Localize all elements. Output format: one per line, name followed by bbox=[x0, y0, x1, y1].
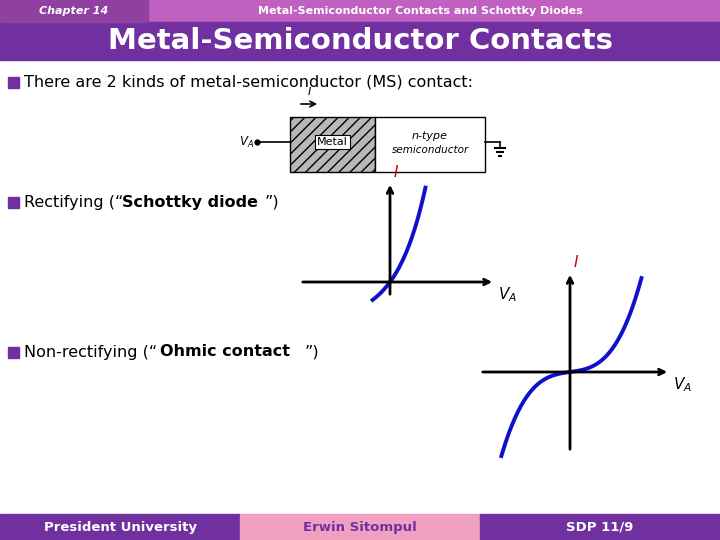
Text: I: I bbox=[307, 87, 310, 97]
Text: Chapter 14: Chapter 14 bbox=[40, 6, 109, 16]
Text: President University: President University bbox=[43, 521, 197, 534]
Text: Metal-Semiconductor Contacts and Schottky Diodes: Metal-Semiconductor Contacts and Schottk… bbox=[258, 6, 582, 16]
Text: $V_A$: $V_A$ bbox=[240, 134, 255, 150]
Text: $V_A$: $V_A$ bbox=[673, 376, 692, 394]
Text: ”): ”) bbox=[265, 194, 279, 210]
Bar bbox=[0, 22, 720, 60]
Text: SDP 11/9: SDP 11/9 bbox=[567, 521, 634, 534]
Text: I: I bbox=[394, 165, 398, 180]
Bar bbox=[480, 514, 720, 540]
Text: semiconductor: semiconductor bbox=[392, 145, 469, 155]
Bar bbox=[8, 347, 19, 358]
Bar bbox=[375, 117, 485, 172]
Text: I: I bbox=[574, 255, 578, 270]
Text: Rectifying (“: Rectifying (“ bbox=[24, 194, 123, 210]
Text: There are 2 kinds of metal-semiconductor (MS) contact:: There are 2 kinds of metal-semiconductor… bbox=[24, 75, 473, 90]
Text: n-type: n-type bbox=[412, 131, 448, 141]
Bar bbox=[0, 0, 720, 22]
Bar bbox=[8, 77, 19, 88]
Text: Schottky diode: Schottky diode bbox=[122, 194, 258, 210]
Bar bbox=[0, 514, 240, 540]
Bar bbox=[290, 117, 375, 172]
Bar bbox=[240, 514, 480, 540]
Text: ”): ”) bbox=[305, 345, 320, 360]
Text: Erwin Sitompul: Erwin Sitompul bbox=[303, 521, 417, 534]
Bar bbox=[0, 0, 148, 22]
Text: Metal: Metal bbox=[317, 137, 348, 147]
Text: Metal-Semiconductor Contacts: Metal-Semiconductor Contacts bbox=[107, 27, 613, 55]
Text: Non-rectifying (“: Non-rectifying (“ bbox=[24, 345, 157, 360]
Text: $V_A$: $V_A$ bbox=[498, 286, 517, 305]
Text: Ohmic contact: Ohmic contact bbox=[160, 345, 290, 360]
Bar bbox=[8, 197, 19, 208]
